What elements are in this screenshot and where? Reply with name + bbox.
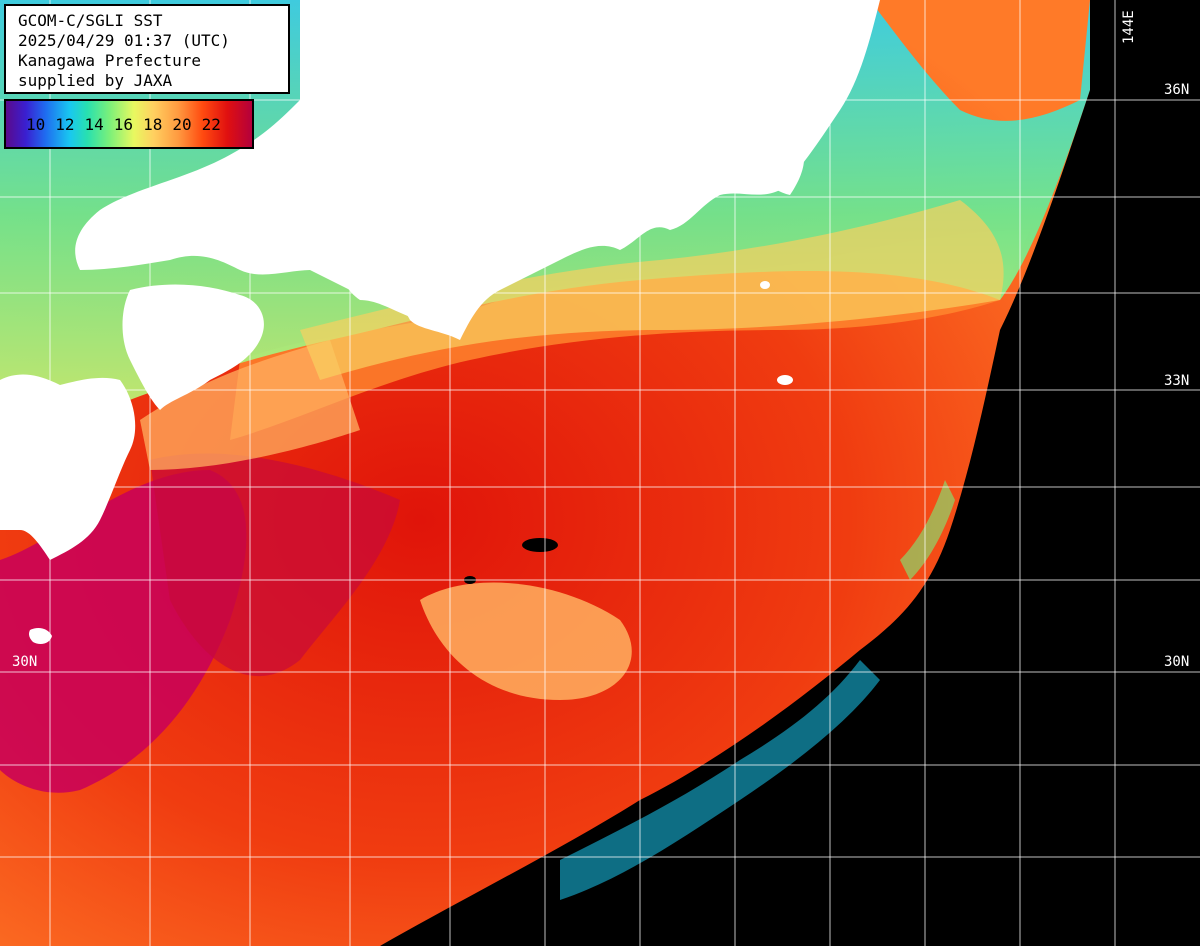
no-data-north-east bbox=[1090, 0, 1200, 90]
legend-tick: 10 bbox=[26, 114, 46, 134]
legend-tick: 20 bbox=[172, 114, 192, 134]
lat-label-36n: 36N bbox=[1164, 82, 1190, 98]
small-island bbox=[29, 628, 52, 644]
honshu-land bbox=[75, 0, 881, 340]
legend-tick: 16 bbox=[113, 114, 134, 134]
datetime-label: 2025/04/29 01:37 (UTC) bbox=[18, 31, 230, 50]
no-data-east bbox=[380, 90, 1200, 946]
cloud-patch bbox=[522, 538, 558, 552]
cloud-patch bbox=[777, 375, 793, 385]
legend-tick: 14 bbox=[84, 114, 104, 134]
satellite-label: GCOM-C/SGLI SST bbox=[18, 11, 163, 30]
hot-pool-2 bbox=[150, 453, 400, 677]
kii-land bbox=[330, 238, 425, 320]
shikoku-land bbox=[122, 284, 264, 410]
legend-tick: 18 bbox=[143, 114, 163, 134]
lon-label-144e: 144E bbox=[1121, 10, 1137, 44]
boso-land bbox=[740, 140, 805, 195]
legend-color-bar bbox=[6, 101, 252, 147]
warm-swirl bbox=[420, 582, 632, 700]
kyushu-land bbox=[0, 374, 136, 560]
legend-tick: 12 bbox=[55, 114, 75, 134]
lat-label-30n-right: 30N bbox=[1164, 654, 1190, 670]
supplier-label: supplied by JAXA bbox=[18, 71, 173, 90]
legend-ticks: 10 12 14 16 18 20 22 bbox=[6, 101, 252, 147]
prefecture-label: Kanagawa Prefecture bbox=[18, 51, 202, 70]
lat-label-33n: 33N bbox=[1164, 373, 1190, 389]
lat-label-30n-left: 30N bbox=[12, 654, 38, 670]
cloud-edge-green bbox=[900, 480, 955, 580]
transition-band bbox=[300, 200, 1004, 380]
image-info-box: GCOM-C/SGLI SST 2025/04/29 01:37 (UTC) K… bbox=[4, 4, 290, 94]
legend-tick: 22 bbox=[201, 114, 221, 134]
temperature-legend: 10 12 14 16 18 20 22 bbox=[4, 99, 254, 149]
cloud-patch bbox=[760, 281, 770, 289]
